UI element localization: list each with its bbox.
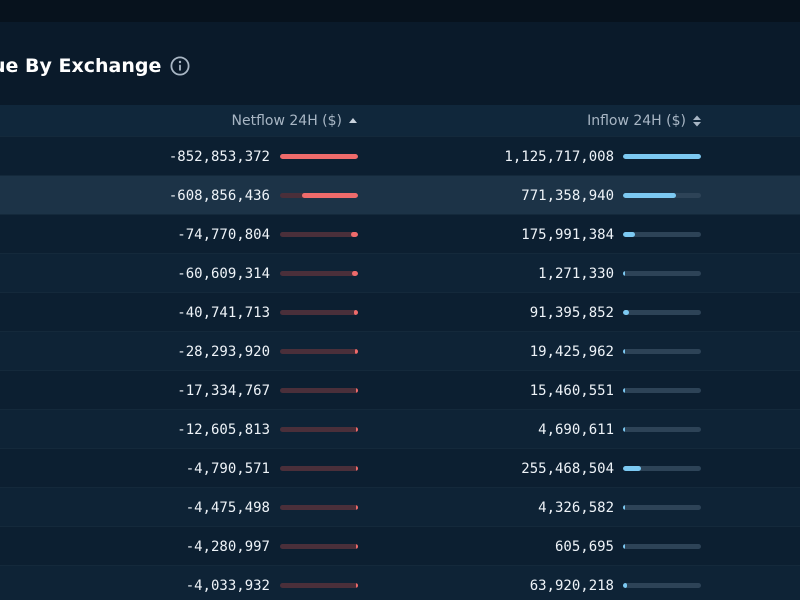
netflow-bar-fill	[354, 310, 358, 315]
table-body: -852,853,372 1,125,717,008 -608,856,436 771…	[0, 136, 800, 600]
inflow-bar	[623, 505, 701, 510]
table-row[interactable]: -17,334,767 15,460,551	[0, 370, 800, 409]
inflow-bar	[623, 388, 701, 393]
inflow-value: 63,920,218	[529, 577, 614, 594]
inflow-value: 1,271,330	[538, 265, 614, 282]
inflow-value: 255,468,504	[521, 460, 614, 477]
inflow-bar-fill	[623, 427, 625, 432]
netflow-bar	[280, 466, 358, 471]
netflow-bar-fill	[302, 193, 358, 198]
table-row[interactable]: -4,790,571 255,468,504	[0, 448, 800, 487]
netflow-bar	[280, 232, 358, 237]
netflow-value: -4,475,498	[185, 499, 270, 516]
netflow-value: -40,741,713	[177, 304, 270, 321]
section-title: ue By Exchange	[0, 55, 162, 77]
top-bar	[0, 0, 800, 22]
inflow-bar-fill	[623, 466, 641, 471]
netflow-bar	[280, 349, 358, 354]
table-row[interactable]: -74,770,804 175,991,384	[0, 214, 800, 253]
table-row[interactable]: -4,033,932 63,920,218	[0, 565, 800, 600]
inflow-bar-fill	[623, 154, 701, 159]
netflow-value: -4,280,997	[185, 538, 270, 555]
inflow-bar-fill	[623, 544, 625, 549]
inflow-bar-fill	[623, 232, 636, 237]
inflow-bar-fill	[623, 271, 625, 276]
netflow-bar	[280, 544, 358, 549]
inflow-bar	[623, 193, 701, 198]
inflow-bar	[623, 349, 701, 354]
netflow-bar	[280, 427, 358, 432]
netflow-bar	[280, 310, 358, 315]
netflow-bar-fill	[355, 505, 358, 510]
netflow-column-label: Netflow 24H ($)	[231, 112, 342, 129]
section-header: ue By Exchange	[0, 48, 190, 84]
netflow-bar-fill	[355, 466, 358, 471]
netflow-value: -28,293,920	[177, 343, 270, 360]
table-row[interactable]: -60,609,314 1,271,330	[0, 253, 800, 292]
inflow-bar	[623, 427, 701, 432]
netflow-value: -852,853,372	[168, 148, 270, 165]
inflow-bar-fill	[623, 583, 628, 588]
netflow-bar-fill	[351, 232, 358, 237]
netflow-value: -4,033,932	[185, 577, 270, 594]
inflow-value: 1,125,717,008	[504, 148, 614, 165]
table-row[interactable]: -12,605,813 4,690,611	[0, 409, 800, 448]
inflow-column-header[interactable]: Inflow 24H ($)	[587, 105, 702, 136]
inflow-bar-fill	[623, 349, 625, 354]
inflow-value: 605,695	[554, 538, 614, 555]
netflow-bar	[280, 388, 358, 393]
netflow-value: -4,790,571	[185, 460, 270, 477]
netflow-bar-fill	[280, 154, 358, 159]
inflow-bar	[623, 544, 701, 549]
netflow-bar-fill	[355, 349, 358, 354]
table-row[interactable]: -4,280,997 605,695	[0, 526, 800, 565]
netflow-column-header[interactable]: Netflow 24H ($)	[232, 105, 358, 136]
info-circle-icon[interactable]	[170, 56, 190, 76]
netflow-bar-fill	[355, 427, 358, 432]
netflow-bar	[280, 154, 358, 159]
netflow-bar	[280, 271, 358, 276]
inflow-bar-fill	[623, 193, 677, 198]
sort-ascending-icon[interactable]	[348, 113, 358, 129]
netflow-bar-fill	[355, 544, 358, 549]
netflow-value: -12,605,813	[177, 421, 270, 438]
table-row[interactable]: -28,293,920 19,425,962	[0, 331, 800, 370]
inflow-value: 175,991,384	[521, 226, 614, 243]
inflow-value: 15,460,551	[529, 382, 614, 399]
inflow-column-label: Inflow 24H ($)	[587, 112, 686, 129]
netflow-value: -60,609,314	[177, 265, 270, 282]
netflow-value: -74,770,804	[177, 226, 270, 243]
netflow-bar-fill	[355, 583, 358, 588]
inflow-bar	[623, 154, 701, 159]
inflow-bar	[623, 310, 701, 315]
inflow-bar-fill	[623, 310, 630, 315]
netflow-bar-fill	[355, 388, 358, 393]
table-row[interactable]: -608,856,436 771,358,940	[0, 175, 800, 214]
inflow-value: 4,690,611	[538, 421, 614, 438]
netflow-bar	[280, 193, 358, 198]
inflow-bar	[623, 466, 701, 471]
table-row[interactable]: -4,475,498 4,326,582	[0, 487, 800, 526]
inflow-bar	[623, 232, 701, 237]
sort-both-icon[interactable]	[692, 113, 702, 129]
netflow-bar	[280, 583, 358, 588]
inflow-value: 771,358,940	[521, 187, 614, 204]
inflow-value: 4,326,582	[538, 499, 614, 516]
netflow-value: -608,856,436	[168, 187, 270, 204]
inflow-bar-fill	[623, 388, 625, 393]
inflow-value: 91,395,852	[529, 304, 614, 321]
table-row[interactable]: -40,741,713 91,395,852	[0, 292, 800, 331]
netflow-bar	[280, 505, 358, 510]
inflow-bar	[623, 271, 701, 276]
inflow-bar-fill	[623, 505, 625, 510]
inflow-value: 19,425,962	[529, 343, 614, 360]
table-header: Netflow 24H ($) Inflow 24H ($)	[0, 105, 800, 136]
netflow-value: -17,334,767	[177, 382, 270, 399]
inflow-bar	[623, 583, 701, 588]
table-row[interactable]: -852,853,372 1,125,717,008	[0, 136, 800, 175]
netflow-bar-fill	[352, 271, 358, 276]
